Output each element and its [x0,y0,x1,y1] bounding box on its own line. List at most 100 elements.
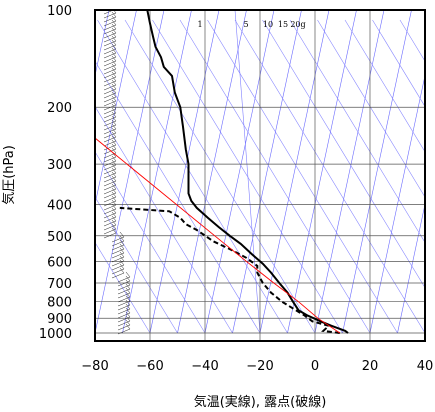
isotherm-line [424,331,425,333]
wind-barb-feather [111,219,117,226]
wind-barb-feather [111,11,117,18]
y-tick-label: 500 [47,230,72,245]
isotherm-line [259,10,330,334]
wind-barb-feather [111,175,117,182]
wind-barb [103,200,117,207]
wind-barb [103,232,117,239]
wind-barb [103,88,117,95]
wind-barb [103,104,117,111]
wind-barb-feather [111,63,117,70]
wind-barb [103,184,117,191]
wind-barb-feather [111,39,117,46]
wind-barb [117,296,131,303]
adiabat-line [207,19,398,334]
grid [94,9,426,341]
wind-barb-feather [111,35,117,42]
isotherm-line [95,10,137,206]
wind-barb [103,80,117,87]
wind-barb-feather [111,55,117,62]
wind-barb [103,116,117,123]
wind-barb [111,256,125,263]
wind-barb-feather [111,139,117,146]
wind-barb [103,16,117,23]
wind-barb-feather [111,127,117,134]
plot-frame [94,9,426,342]
wind-barb-feather [125,271,131,278]
wind-barb-feather [119,243,125,250]
isotherm-line [204,10,275,334]
isotherm-line [369,74,425,334]
adiabat-line [95,105,233,334]
wind-barb [103,24,117,31]
x-tick-label: −40 [191,359,218,374]
wind-barb-feather [111,147,117,154]
wind-barb [103,168,117,175]
wind-barb-feather [119,259,125,266]
wind-barb-feather [111,163,117,170]
wind-barb-feather [111,75,117,82]
wind-barb [117,276,131,283]
wind-barb [117,328,131,335]
wind-barb-feather [112,4,116,9]
wind-barb [103,224,117,231]
wind-barb [103,156,117,163]
mixing-ratio-label: 10 [263,20,273,29]
wind-barb [103,40,117,47]
wind-barb [103,92,117,99]
adiabat-line [262,19,425,289]
wind-barb [103,64,117,71]
wind-barb [117,300,131,307]
wind-barb-feather [119,247,125,254]
wind-barb-feather [111,119,117,126]
wind-barb-feather [111,203,117,210]
adiabat-line [428,20,435,333]
wind-barb [103,20,117,27]
wind-barb [103,136,117,143]
wind-barb-feather [125,319,131,326]
wind-barb [117,308,131,315]
wind-barb-feather [111,195,117,202]
y-tick-label: 400 [47,198,72,213]
x-tick-label: −80 [81,359,108,374]
wind-barb-feather [119,267,125,274]
wind-barb [103,188,117,195]
wind-barb-feather [111,159,117,166]
wind-barb-feather [111,51,117,58]
wind-barb-feather [111,223,117,230]
wind-barb-feather [111,155,117,162]
adiabat-line [399,19,425,62]
wind-barb [103,204,117,211]
wind-barb-feather [125,307,131,314]
wind-barb-feather [111,99,117,106]
wind-barb [111,240,125,247]
wind-barb [103,48,117,55]
wind-barb-feather [125,279,131,286]
wind-barb [103,176,117,183]
wind-barb-feather [119,263,125,270]
wind-barb [117,320,131,327]
wind-barb-feather [111,191,117,198]
wind-barb-feather [111,31,117,38]
adiabat-line [234,19,425,334]
wind-barb [117,312,131,319]
adiabat-line [124,19,316,334]
wind-barb-feather [125,299,131,306]
wind-barb-feather [111,103,117,110]
wind-barb-feather [111,179,117,186]
adiabat-line [179,19,371,334]
wind-barb [103,96,117,103]
wind-barb [103,164,117,171]
wind-barb-feather [111,83,117,90]
wind-barb-feather [111,183,117,190]
wind-barb-feather [125,287,131,294]
wind-barb [111,272,125,279]
adiabat-line [95,151,206,334]
wind-barb-feather [111,87,117,94]
wind-barb [103,148,117,155]
wind-barb-feather [125,275,131,282]
wind-barb-feather [125,323,131,330]
adiabat-line [97,19,288,334]
wind-barb [103,192,117,199]
wind-barb [103,12,117,19]
wind-barb [103,28,117,35]
